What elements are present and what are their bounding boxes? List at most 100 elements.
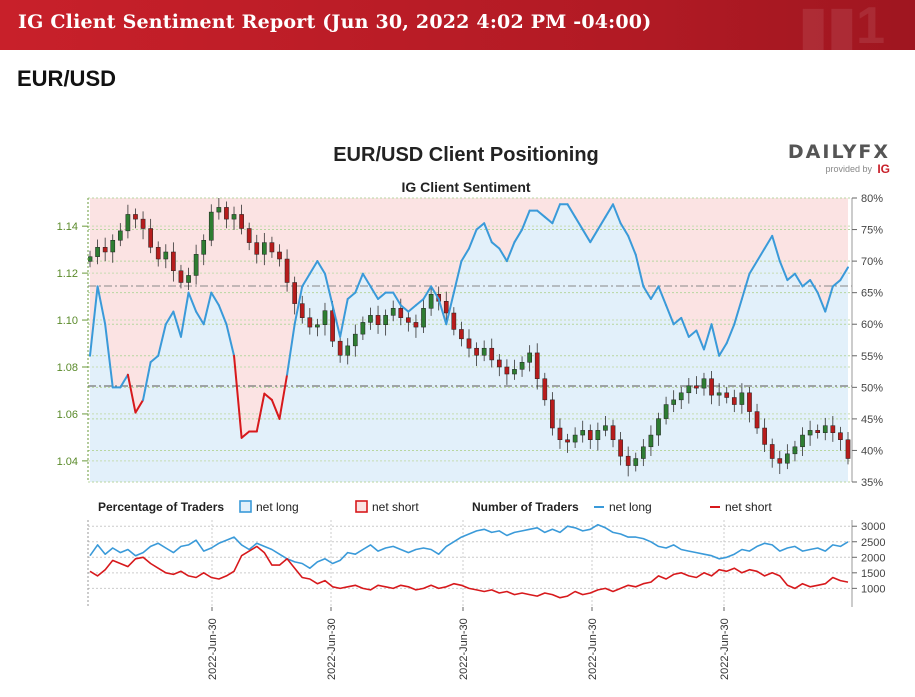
legend-pct-short-swatch	[355, 500, 368, 513]
net-long-pct-segment	[740, 272, 751, 300]
candle-body	[587, 430, 593, 441]
candle-body	[580, 430, 586, 436]
net-long-pct-segment	[346, 291, 357, 300]
candle-body	[368, 315, 373, 323]
pct-tick-label: 75%	[861, 225, 883, 237]
candle-body	[360, 322, 366, 335]
net-long-pct-segment	[157, 323, 167, 357]
candle-body	[618, 439, 623, 457]
net-long-pct-segment	[475, 222, 486, 231]
candle-body	[716, 392, 722, 396]
percent-axis: 80% 75% 70% 65% 60% 55% 50% 45% 40% 35%	[852, 193, 883, 489]
net-long-pct-segment	[240, 430, 251, 439]
candle-body	[307, 317, 313, 328]
num-net-short-line	[89, 545, 849, 599]
date-axis: 2022-Jun-30 2022-Jun-30 2022-Jun-30 2022-Ju…	[207, 607, 731, 680]
legend-num-long-label: net long	[609, 500, 652, 514]
net-long-pct-segment	[816, 291, 827, 313]
net-long-pct-segment	[104, 323, 114, 389]
num-net-long-line	[89, 523, 849, 569]
count-tick-label: 3000	[861, 521, 885, 533]
candle-body	[413, 322, 419, 328]
candle-body	[633, 458, 639, 466]
ig-logo: IG	[877, 162, 890, 176]
candle-body	[277, 251, 282, 260]
net-long-pct-segment	[301, 272, 311, 288]
net-long-pct-segment	[339, 297, 349, 338]
candle-body	[838, 432, 843, 441]
net-long-pct-segment	[149, 354, 160, 364]
candle-body	[155, 247, 161, 260]
net-long-pct-segment	[96, 285, 107, 326]
candle-body	[262, 242, 267, 255]
price-tick-label: 1.14	[57, 221, 78, 233]
candle-body	[337, 340, 343, 356]
candle-body	[193, 254, 199, 276]
net-long-pct-segment	[164, 310, 175, 326]
net-long-pct-segment	[323, 272, 334, 307]
date-tick-label: 2022-Jun-30	[458, 618, 470, 680]
net-long-pct-segment	[119, 373, 129, 389]
candle-body	[163, 251, 169, 260]
candle-body	[512, 369, 517, 375]
currency-pair-heading: EUR/USD	[17, 66, 117, 91]
net-long-pct-segment	[377, 291, 387, 300]
net-long-pct-segment	[195, 310, 205, 326]
top-panel-gridlines	[88, 197, 852, 483]
net-long-pct-segment	[839, 266, 849, 282]
candle-body	[345, 345, 351, 356]
net-long-pct-segment	[437, 297, 448, 326]
candle-body	[754, 411, 760, 429]
net-long-pct-segment	[498, 247, 508, 263]
candle-body	[322, 310, 328, 325]
count-tick-label: 1000	[861, 583, 885, 595]
net-long-pct-segment	[642, 285, 652, 300]
candle-body	[534, 352, 540, 379]
candle-body	[171, 251, 176, 272]
count-tick-label: 2000	[861, 552, 885, 564]
candle-body	[792, 446, 798, 455]
net-long-pct-segment	[483, 222, 493, 244]
net-long-pct-segment	[543, 215, 554, 225]
price-tick-label: 1.04	[57, 456, 78, 468]
legend-percentage-label: Percentage of Traders	[98, 500, 224, 514]
chart-subtitle: IG Client Sentiment	[401, 179, 530, 195]
net-long-pct-segment	[649, 285, 660, 300]
candle-body	[747, 392, 752, 412]
candle-body	[830, 425, 836, 433]
trader-count-lines	[89, 523, 849, 599]
banner-decoration-icon: ▮▮1	[798, 0, 885, 55]
percentage-lines	[89, 203, 849, 439]
candle-body	[375, 315, 381, 325]
net-long-pct-segment	[551, 203, 561, 225]
candle-body	[785, 453, 790, 464]
candle-body	[822, 425, 828, 433]
net-long-pct-segment	[407, 304, 417, 313]
net-long-pct-segment	[702, 323, 713, 351]
candle-body	[527, 352, 532, 363]
legend-number-label: Number of Traders	[472, 500, 579, 514]
candle-body	[148, 228, 153, 248]
candle-body	[208, 211, 214, 241]
candle-body	[800, 434, 805, 448]
provided-by-label: provided by	[825, 164, 872, 174]
net-long-pct-segment	[308, 260, 319, 275]
net-long-pct-segment	[687, 329, 698, 338]
net-long-pct-segment	[824, 285, 834, 313]
net-long-pct-segment	[187, 291, 198, 313]
net-long-pct-segment	[460, 247, 470, 263]
net-long-pct-segment	[452, 260, 463, 294]
candle-body	[299, 303, 305, 318]
net-long-pct-segment	[369, 285, 380, 300]
candle-body	[489, 347, 495, 361]
candle-body	[815, 430, 821, 433]
net-long-pct-segment	[596, 215, 607, 231]
net-long-pct-segment	[513, 228, 524, 244]
candle-body	[671, 399, 676, 405]
pct-tick-label: 35%	[861, 477, 883, 489]
net-long-pct-segment	[809, 279, 819, 294]
candle-body	[398, 308, 404, 318]
net-long-pct-segment	[126, 373, 137, 414]
candle-body	[421, 308, 426, 328]
net-long-pct-segment	[392, 291, 402, 307]
